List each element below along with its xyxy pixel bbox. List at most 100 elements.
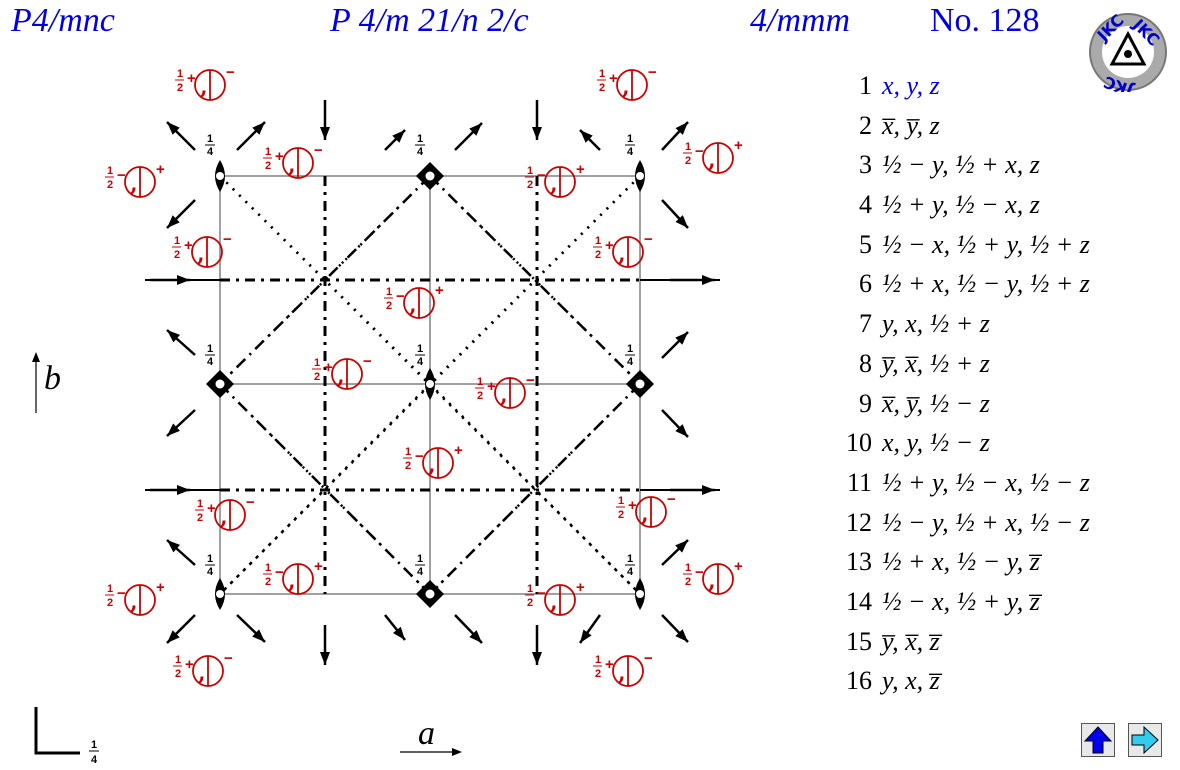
height-label-denominator: 4 [417,146,424,158]
comma-mark: , [337,363,345,389]
half-denominator: 2 [107,179,113,191]
half-denominator: 2 [599,82,605,94]
coordinate-item: 1 x, y, z [832,66,1090,106]
axis-a-label: a [418,715,435,752]
sign-right: + [156,579,165,596]
sign-right: + [734,558,743,575]
sign-left: − [415,448,424,465]
coordinate-number: 10 [846,428,872,458]
height-label-numerator: 1 [207,553,213,565]
coordinate-item: 5 ½ − x, ½ + y, ½ + z [832,225,1090,265]
twofold-screw-arrow-head [320,127,330,140]
twofold-screw-arrow-head [177,275,190,285]
height-marker-numerator: 1 [91,739,97,751]
coordinate-item: 2 x̅, y̅, z [832,106,1090,146]
coordinate-number: 8 [859,348,872,378]
comma-mark: , [288,568,296,594]
sign-left: + [487,378,496,395]
sign-left: − [695,564,704,581]
diagonal-twofold-arrow-head [675,332,688,345]
height-corner-marker [34,707,80,755]
height-label-numerator: 1 [627,553,633,565]
half-denominator: 2 [595,668,601,680]
half-numerator: 1 [107,583,113,595]
height-label-denominator: 4 [417,356,424,368]
coordinate-item: 13 ½ + x, ½ − y, z̅ [832,542,1090,582]
sign-left: + [184,237,193,254]
coordinate-number: 11 [846,467,872,497]
coordinate-expression: ½ − x, ½ + y, z̅ [882,586,1040,616]
comma-mark: , [130,589,138,615]
next-arrow-button[interactable] [1128,723,1162,757]
coordinate-number: 2 [859,110,872,140]
diagonal-twofold-arrow-head [167,540,181,553]
jkc-logo-icon[interactable]: JKC JKC JKC [1088,12,1168,92]
comma-mark: , [130,171,138,197]
sign-right: + [576,579,585,596]
half-denominator: 2 [197,512,203,524]
coordinate-item: 10 x, y, ½ − z [832,423,1090,463]
half-denominator: 2 [177,82,183,94]
half-numerator: 1 [174,235,180,247]
height-label-denominator: 4 [417,566,424,578]
sign-right: + [156,161,165,178]
diagonal-twofold-arrow-head [167,330,181,343]
twofold-screw-arrow-head [702,275,715,285]
half-denominator: 2 [174,249,180,261]
coordinate-expression: x, y, ½ − z [882,428,990,458]
half-numerator: 1 [527,583,533,595]
comma-mark: , [220,504,228,530]
sign-right: − [644,231,653,248]
sign-left: + [605,656,614,673]
sign-left: − [695,143,704,160]
inversion-center-icon [216,172,224,180]
sign-left: − [117,167,126,184]
coordinate-item: 16 y, x, z̅ [832,661,1090,701]
inversion-center-icon [426,380,434,388]
half-numerator: 1 [314,357,320,369]
comma-mark: , [428,452,436,478]
logo-triangle [1109,30,1147,66]
up-arrow-button[interactable] [1081,723,1115,757]
half-numerator: 1 [405,446,411,458]
height-label-numerator: 1 [417,343,423,355]
sign-right: − [667,491,676,508]
coordinate-expression: ½ + x, ½ − y, z̅ [882,547,1040,577]
diagonal-twofold-arrow-head [675,540,688,553]
diagonal-twofold-arrow-head [580,130,593,143]
coordinate-item: 7 y, x, ½ + z [832,304,1090,344]
sign-right: − [246,494,255,511]
a-axis-arrowhead [452,748,462,756]
twofold-screw-arrow-head [177,485,190,495]
half-numerator: 1 [265,146,271,158]
coordinate-number: 6 [859,269,872,299]
coordinate-number: 3 [859,150,872,180]
point-group-label: 4/mmm [750,2,851,39]
coordinate-expression: y̅, x̅, ½ + z [882,348,990,378]
half-denominator: 2 [477,390,483,402]
height-label-denominator: 4 [207,356,214,368]
b-axis-arrowhead [32,352,40,362]
sign-right: − [526,372,535,389]
coordinate-item: 4 ½ + y, ½ − x, z [832,185,1090,225]
sign-right: − [648,64,657,81]
half-numerator: 1 [599,68,605,80]
diagonal-twofold-arrow-head [469,630,482,643]
half-numerator: 1 [685,562,691,574]
half-numerator: 1 [175,654,181,666]
coordinate-number: 5 [859,229,872,259]
diagonal-twofold-arrow-head [392,626,405,640]
half-denominator: 2 [175,668,181,680]
up-arrow-icon [1083,726,1113,754]
comma-mark: , [550,589,558,615]
twofold-screw-arrow-head [702,485,715,495]
sign-right: − [223,231,232,248]
coordinate-expression: ½ + y, ½ − x, ½ − z [882,467,1090,497]
half-numerator: 1 [265,562,271,574]
half-numerator: 1 [595,654,601,666]
twofold-screw-arrow-head [320,652,330,665]
diagonal-twofold-arrow-head [675,629,688,642]
half-numerator: 1 [177,68,183,80]
inversion-center-icon [215,379,225,389]
diagonal-twofold-arrow-head [675,215,688,228]
